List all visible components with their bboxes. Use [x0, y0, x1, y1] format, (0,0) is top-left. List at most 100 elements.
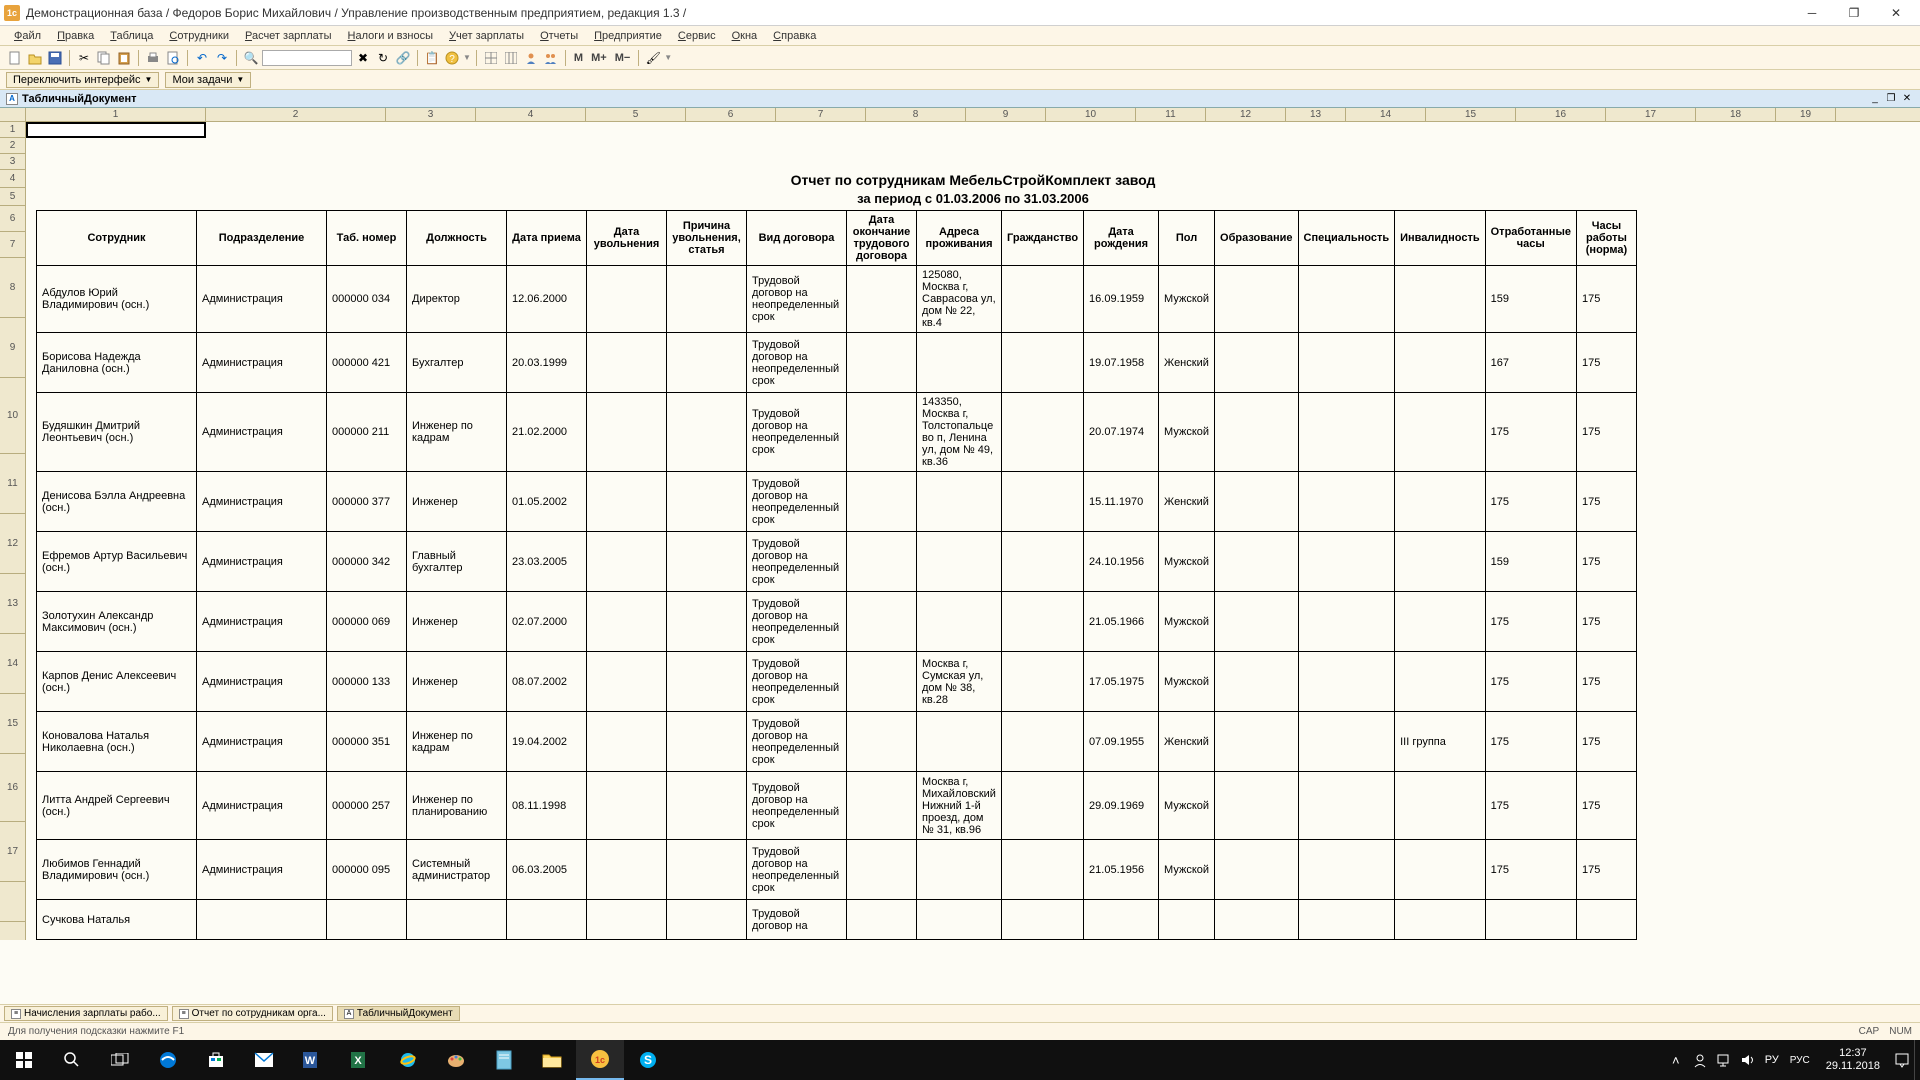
table-cell[interactable]: Ефремов Артур Васильевич (осн.) — [37, 532, 197, 592]
table-cell[interactable]: Москва г, Сумская ул, дом № 38, кв.28 — [917, 652, 1002, 712]
table-cell[interactable]: Женский — [1159, 712, 1215, 772]
table-cell[interactable]: Инженер по планированию — [407, 772, 507, 840]
menu-8[interactable]: Предприятие — [586, 28, 670, 44]
table-cell[interactable]: 21.02.2000 — [507, 393, 587, 472]
row-header[interactable]: 9 — [0, 318, 25, 378]
table-cell[interactable] — [1002, 592, 1084, 652]
table-cell[interactable] — [1002, 333, 1084, 393]
table-cell[interactable] — [667, 333, 747, 393]
table-cell[interactable]: Инженер — [407, 592, 507, 652]
table-cell[interactable]: Администрация — [197, 333, 327, 393]
table-cell[interactable] — [587, 592, 667, 652]
table-cell[interactable] — [1215, 393, 1299, 472]
col-header-3[interactable]: 3 — [386, 108, 476, 121]
table-cell[interactable]: Трудовой договор на неопределенный срок — [747, 592, 847, 652]
table-cell[interactable] — [847, 900, 917, 940]
menu-7[interactable]: Отчеты — [532, 28, 586, 44]
link-icon[interactable]: 🔗 — [394, 49, 412, 67]
table-cell[interactable] — [1002, 266, 1084, 333]
table-cell[interactable] — [407, 900, 507, 940]
table-cell[interactable]: 06.03.2005 — [507, 840, 587, 900]
table-cell[interactable] — [917, 333, 1002, 393]
table-cell[interactable] — [197, 900, 327, 940]
table-cell[interactable] — [1298, 472, 1395, 532]
row-header[interactable]: 17 — [0, 822, 25, 882]
taskview-icon[interactable] — [96, 1040, 144, 1080]
table-cell[interactable] — [847, 840, 917, 900]
row-header[interactable]: 8 — [0, 258, 25, 318]
open-icon[interactable] — [26, 49, 44, 67]
col-header-16[interactable]: 16 — [1516, 108, 1606, 121]
table-cell[interactable] — [1159, 900, 1215, 940]
table-cell[interactable]: 21.05.1956 — [1084, 840, 1159, 900]
table-cell[interactable]: 000000 342 — [327, 532, 407, 592]
table-cell[interactable] — [847, 772, 917, 840]
row-header[interactable]: 15 — [0, 694, 25, 754]
table-cell[interactable]: 175 — [1576, 333, 1636, 393]
table-cell[interactable]: Инженер — [407, 652, 507, 712]
table-cell[interactable]: Москва г, Михайловский Нижний 1-й проезд… — [917, 772, 1002, 840]
table-cell[interactable]: 000000 095 — [327, 840, 407, 900]
table-cell[interactable] — [667, 712, 747, 772]
table-cell[interactable] — [1298, 266, 1395, 333]
paint-icon[interactable] — [432, 1040, 480, 1080]
table-cell[interactable]: 175 — [1576, 532, 1636, 592]
table-cell[interactable] — [1298, 712, 1395, 772]
table-cell[interactable] — [1002, 772, 1084, 840]
table-cell[interactable] — [507, 900, 587, 940]
bottom-tab-1[interactable]: ≡Отчет по сотрудникам орга... — [172, 1006, 333, 1021]
table-cell[interactable] — [1002, 900, 1084, 940]
table-cell[interactable]: Борисова Надежда Даниловна (осн.) — [37, 333, 197, 393]
table-cell[interactable]: Администрация — [197, 592, 327, 652]
table-cell[interactable] — [587, 472, 667, 532]
preview-icon[interactable] — [164, 49, 182, 67]
grid1-icon[interactable] — [482, 49, 500, 67]
table-cell[interactable] — [1298, 840, 1395, 900]
table-cell[interactable] — [587, 532, 667, 592]
table-cell[interactable] — [847, 333, 917, 393]
col-header-9[interactable]: 9 — [966, 108, 1046, 121]
table-cell[interactable]: Трудовой договор на неопределенный срок — [747, 772, 847, 840]
doc-minimize-icon[interactable]: _ — [1868, 92, 1882, 106]
my-tasks-button[interactable]: Мои задачи▼ — [165, 72, 251, 88]
table-cell[interactable] — [587, 266, 667, 333]
col-header-8[interactable]: 8 — [866, 108, 966, 121]
table-cell[interactable] — [1215, 772, 1299, 840]
table-cell[interactable]: Мужской — [1159, 592, 1215, 652]
table-cell[interactable]: Главный бухгалтер — [407, 532, 507, 592]
minimize-button[interactable]: ─ — [1792, 2, 1832, 24]
show-desktop-button[interactable] — [1914, 1040, 1920, 1080]
table-cell[interactable]: 000000 377 — [327, 472, 407, 532]
search-input[interactable] — [262, 50, 352, 66]
table-cell[interactable]: Трудовой договор на неопределенный срок — [747, 532, 847, 592]
col-header-18[interactable]: 18 — [1696, 108, 1776, 121]
help-icon[interactable]: ? — [443, 49, 461, 67]
brush-icon[interactable]: 🖌 — [644, 49, 662, 67]
table-cell[interactable] — [1215, 472, 1299, 532]
table-cell[interactable] — [1298, 333, 1395, 393]
table-cell[interactable]: 143350, Москва г, Толстопальце во п, Лен… — [917, 393, 1002, 472]
row-header[interactable]: 2 — [0, 138, 25, 154]
table-cell[interactable]: 175 — [1485, 393, 1576, 472]
tray-people-icon[interactable] — [1688, 1040, 1712, 1080]
table-cell[interactable]: Мужской — [1159, 266, 1215, 333]
table-cell[interactable]: 16.09.1959 — [1084, 266, 1159, 333]
tray-lang1[interactable]: РУ — [1760, 1040, 1784, 1080]
refresh-icon[interactable]: ↻ — [374, 49, 392, 67]
table-cell[interactable]: Трудовой договор на неопределенный срок — [747, 712, 847, 772]
table-cell[interactable]: Администрация — [197, 840, 327, 900]
table-cell[interactable] — [1395, 472, 1486, 532]
table-cell[interactable] — [327, 900, 407, 940]
table-cell[interactable] — [917, 472, 1002, 532]
col-header-12[interactable]: 12 — [1206, 108, 1286, 121]
table-cell[interactable] — [587, 900, 667, 940]
table-cell[interactable] — [667, 472, 747, 532]
m-button[interactable]: M — [571, 52, 586, 64]
table-cell[interactable]: Мужской — [1159, 840, 1215, 900]
bottom-tab-2[interactable]: AТабличныйДокумент — [337, 1006, 460, 1021]
table-cell[interactable] — [1298, 652, 1395, 712]
table-cell[interactable] — [1084, 900, 1159, 940]
new-icon[interactable] — [6, 49, 24, 67]
table-cell[interactable]: Женский — [1159, 472, 1215, 532]
row-header[interactable]: 16 — [0, 754, 25, 822]
